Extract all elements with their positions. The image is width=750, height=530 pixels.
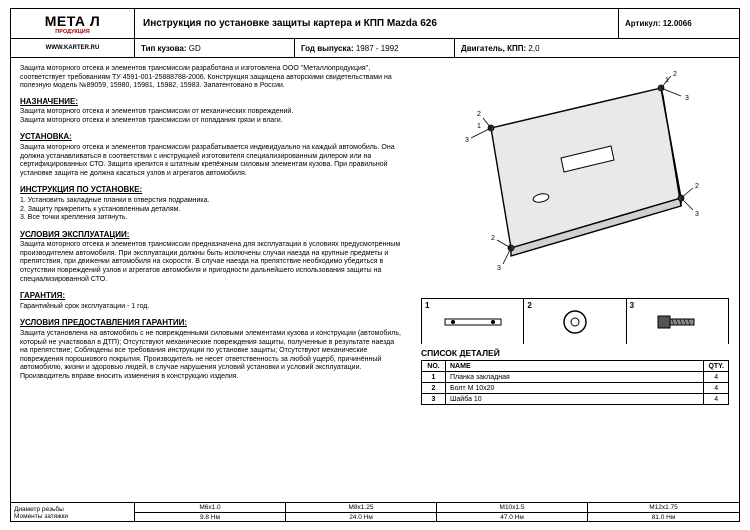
torque-table: Диаметр резьбы Моменты затяжки M6x1.0 M8… [11, 502, 739, 522]
sec-усл-гарантии-h: УСЛОВИЯ ПРЕДОСТАВЛЕНИЯ ГАРАНТИИ: [20, 318, 402, 328]
thread-col: M8x1.25 [286, 503, 437, 513]
table-row: 3Шайба 104 [422, 394, 729, 405]
body-cell: Тип кузова: GD [135, 39, 295, 57]
parts-table: NO. NAME QTY. 1Планка закладная4 2Болт М… [421, 360, 729, 405]
article-value: 12.0066 [663, 19, 692, 28]
part-icon-2: 2 [524, 299, 626, 344]
engine-cell: Двигатель, КПП: 2,0 [455, 39, 739, 57]
article-cell: Артикул: 12.0066 [619, 9, 739, 38]
sec-условия-h: УСЛОВИЯ ЭКСПЛУАТАЦИИ: [20, 230, 402, 240]
svg-text:1: 1 [665, 77, 669, 84]
svg-text:3: 3 [497, 265, 501, 272]
logo-site: WWW.KARTER.RU [11, 39, 135, 57]
torque-val: 47.0 Нм [437, 513, 588, 523]
article-label: Артикул: [625, 19, 661, 28]
part-icon-1: 1 [422, 299, 524, 344]
thread-col: M12x1.75 [588, 503, 739, 513]
torque-val: 81.0 Нм [588, 513, 739, 523]
sec-усл-гарантии: Защита установлена на автомобиль с не по… [20, 330, 402, 381]
logo-text: МЕТА Л [45, 13, 101, 29]
sec-гарантия-h: ГАРАНТИЯ: [20, 291, 402, 301]
parts-icons-row: 1 2 3 [421, 298, 729, 344]
svg-text:3: 3 [685, 95, 689, 102]
torque-row-labels: Диаметр резьбы Моменты затяжки [11, 503, 135, 522]
figure-column: 23 23 23 23 11 1 2 [411, 58, 739, 502]
svg-text:2: 2 [477, 111, 481, 118]
sec-условия: Защита моторного отсека и элементов тран… [20, 241, 402, 284]
sec-инструкция-h: ИНСТРУКЦИЯ ПО УСТАНОВКЕ: [20, 185, 402, 195]
year-cell: Год выпуска: 1987 - 1992 [295, 39, 455, 57]
sec-назначение: Защита моторного отсека и элементов тран… [20, 108, 402, 125]
part-icon-3: 3 [627, 299, 728, 344]
svg-text:2: 2 [673, 71, 677, 78]
sec-установка-h: УСТАНОВКА: [20, 132, 402, 142]
sec-гарантия: Гарантийный срок эксплуатации - 1 год. [20, 303, 402, 312]
thread-col: M6x1.0 [135, 503, 286, 513]
torque-val: 24.0 Нм [286, 513, 437, 523]
svg-text:3: 3 [695, 211, 699, 218]
sec-инструкция: 1. Установить закладные планки в отверст… [20, 197, 402, 223]
sec-установка: Защита моторного отсека и элементов тран… [20, 144, 402, 178]
brand-logo: МЕТА Л ПРОДУКЦИЯ [11, 9, 135, 38]
svg-text:3: 3 [465, 137, 469, 144]
bolt-icon [652, 310, 702, 334]
svg-text:2: 2 [491, 235, 495, 242]
parts-col-name: NAME [446, 361, 704, 372]
intro-para: Защита моторного отсека и элементов тран… [20, 65, 402, 91]
table-row: 1Планка закладная4 [422, 372, 729, 383]
doc-title: Инструкция по установке защиты картера и… [135, 9, 619, 38]
svg-text:2: 2 [695, 183, 699, 190]
parts-title: СПИСОК ДЕТАЛЕЙ [421, 348, 729, 358]
parts-col-no: NO. [422, 361, 446, 372]
table-row: 2Болт М 10х204 [422, 383, 729, 394]
thread-col: M10x1.5 [437, 503, 588, 513]
bracket-icon [443, 314, 503, 330]
parts-panel: 1 2 3 С [421, 298, 729, 405]
logo-badge: ПРОДУКЦИЯ [55, 29, 89, 35]
skid-plate-drawing: 2 3 2 3 2 3 2 3 1 1 [431, 68, 711, 278]
svg-text:1: 1 [477, 123, 481, 130]
torque-val: 9.8 Нм [135, 513, 286, 523]
parts-col-qty: QTY. [704, 361, 729, 372]
sec-назначение-h: НАЗНАЧЕНИЕ: [20, 97, 402, 107]
washer-icon [560, 307, 590, 337]
text-column: Защита моторного отсека и элементов тран… [11, 58, 411, 502]
